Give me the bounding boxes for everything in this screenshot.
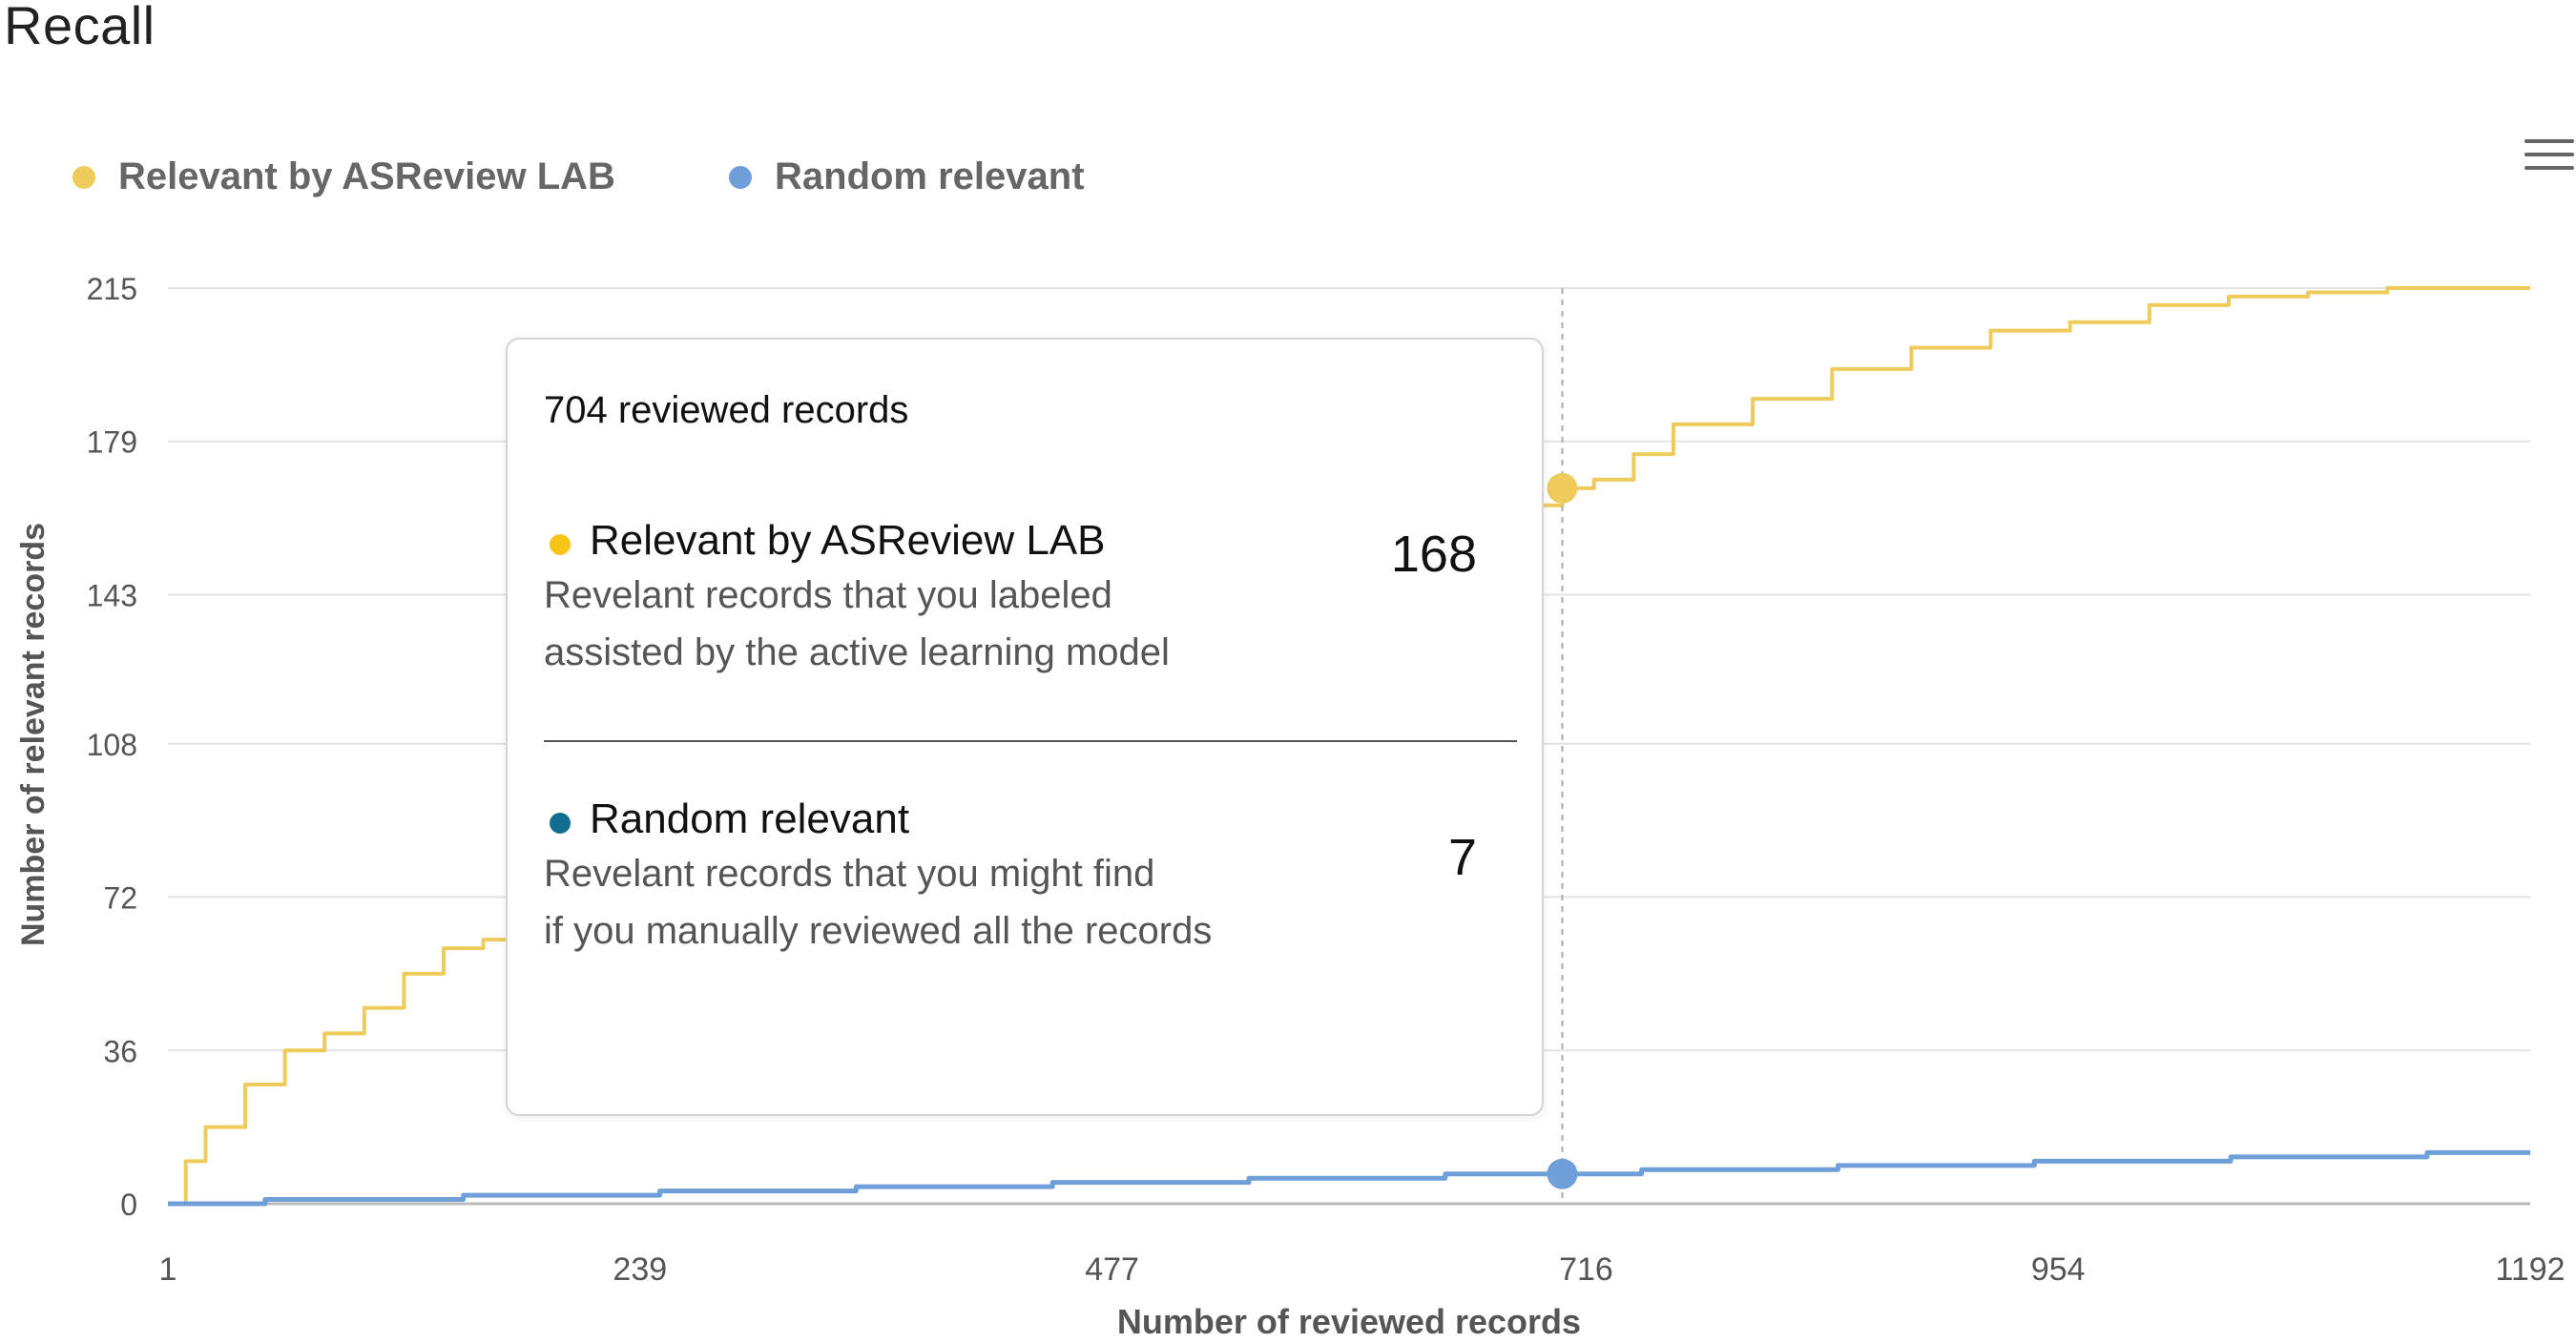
legend: Relevant by ASReview LAB Random relevant [73, 155, 1085, 197]
y-tick-label: 108 [87, 728, 137, 762]
legend-item-asreview[interactable]: Relevant by ASReview LAB [73, 155, 615, 197]
x-axis-ticks: 1 239 477 716 954 1192 [159, 1251, 2566, 1288]
tooltip-series-name-random: Random relevant [590, 795, 910, 842]
tooltip-desc-asreview-line1: Revelant records that you labeled [544, 574, 1112, 616]
chart-menu-button[interactable] [2524, 139, 2574, 177]
legend-item-random[interactable]: Random relevant [729, 155, 1085, 197]
tooltip-desc-random-line2: if you manually reviewed all the records [544, 910, 1213, 952]
tooltip-desc-asreview-line2: assisted by the active learning model [544, 631, 1170, 673]
y-tick-label: 143 [87, 578, 137, 612]
tooltip-dot-asreview [550, 534, 571, 555]
legend-label-random: Random relevant [775, 155, 1085, 197]
tooltip: 704 reviewed records Relevant by ASRevie… [506, 338, 1544, 1116]
legend-marker-random [729, 166, 752, 189]
y-tick-label: 215 [87, 272, 137, 306]
x-tick-label: 1192 [2495, 1251, 2565, 1288]
y-tick-label: 72 [103, 881, 137, 916]
legend-marker-asreview [73, 166, 95, 189]
y-axis-label: Number of relevant records [15, 523, 52, 946]
y-axis-ticks: 0 36 72 108 143 179 215 [87, 272, 137, 1222]
chart-title: Recall [4, 0, 156, 55]
x-tick-label: 954 [2031, 1251, 2086, 1288]
hamburger-menu-icon-line [2524, 166, 2574, 170]
y-tick-label: 179 [87, 425, 137, 460]
tooltip-divider [544, 740, 1517, 742]
tooltip-value-asreview: 168 [1390, 526, 1477, 583]
y-tick-label: 36 [103, 1034, 137, 1068]
hamburger-menu-icon-line [2524, 153, 2574, 156]
legend-label-asreview: Relevant by ASReview LAB [118, 155, 615, 197]
tooltip-desc-random-line1: Revelant records that you might find [544, 853, 1155, 895]
x-tick-label: 239 [613, 1251, 667, 1288]
hover-group [1547, 288, 1578, 1204]
x-tick-label: 1 [159, 1251, 177, 1288]
x-tick-label: 477 [1085, 1251, 1139, 1288]
tooltip-header: 704 reviewed records [544, 389, 909, 431]
x-axis-label: Number of reviewed records [1117, 1302, 1581, 1341]
hamburger-menu-icon [2524, 139, 2574, 143]
series-line-random[interactable] [168, 1149, 2530, 1207]
tooltip-dot-random [550, 813, 571, 834]
hover-marker-random [1547, 1158, 1578, 1189]
y-tick-label: 0 [120, 1188, 137, 1222]
x-tick-label: 716 [1559, 1251, 1613, 1288]
tooltip-value-random: 7 [1447, 829, 1477, 886]
tooltip-series-name-asreview: Relevant by ASReview LAB [590, 517, 1106, 564]
hover-marker-asreview [1547, 472, 1578, 504]
